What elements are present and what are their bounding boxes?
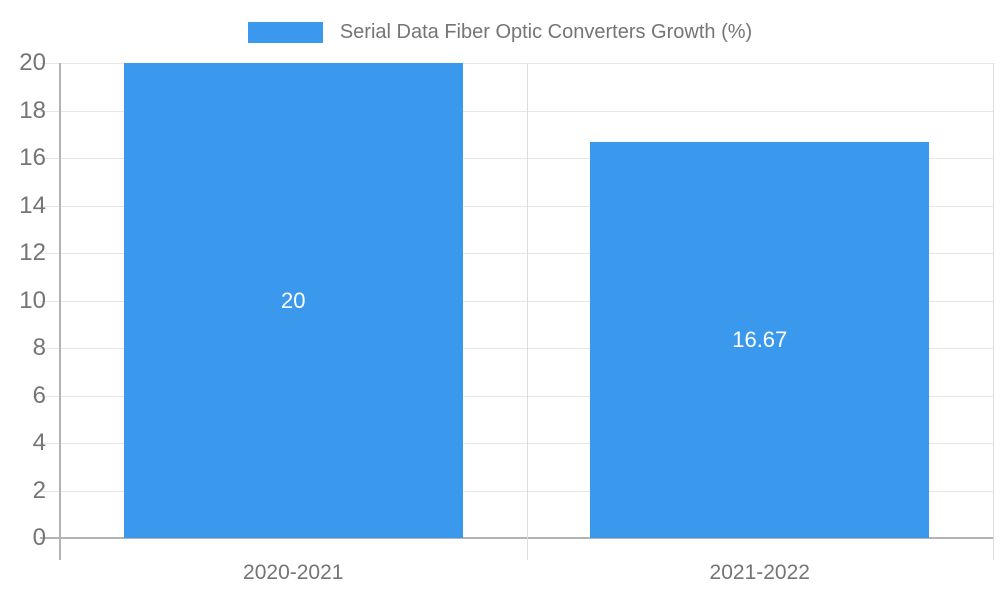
gridline [40, 205, 993, 207]
legend: Serial Data Fiber Optic Converters Growt… [0, 21, 1000, 44]
legend-item[interactable]: Serial Data Fiber Optic Converters Growt… [247, 21, 753, 44]
y-tick-label: 4 [32, 429, 46, 456]
gridline [40, 395, 993, 397]
y-tick-label: 16 [19, 144, 46, 171]
legend-label: Serial Data Fiber Optic Converters Growt… [339, 21, 753, 43]
gridline [40, 443, 993, 444]
bar-value-label: 20 [281, 287, 306, 313]
gridline [40, 63, 993, 64]
y-tick-label: 8 [32, 334, 46, 361]
y-tick-label: 2 [32, 476, 46, 504]
y-tick-label: 10 [19, 286, 46, 314]
x-tick-label: 2020-2021 [243, 561, 344, 584]
gridline [40, 158, 993, 159]
x-tick-label: 2021-2022 [709, 561, 810, 584]
y-axis-line [59, 63, 61, 560]
gridline [40, 110, 993, 112]
y-tick-label: 6 [32, 381, 46, 409]
bar[interactable]: 16.67 [590, 142, 930, 538]
gridline [40, 490, 993, 492]
y-tick-label: 0 [32, 524, 46, 551]
legend-swatch [247, 22, 323, 43]
gridline [40, 348, 993, 349]
bar-value-label: 16.67 [732, 327, 788, 353]
x-axis-line [40, 537, 993, 539]
gridline [40, 253, 993, 254]
plot-right-edge-line [993, 63, 994, 560]
bar[interactable]: 20 [123, 63, 463, 538]
y-tick-label: 14 [19, 191, 46, 219]
y-tick-label: 18 [19, 96, 46, 124]
y-tick-label: 12 [19, 239, 46, 266]
category-divider-line [526, 63, 528, 560]
y-tick-label: 20 [19, 49, 46, 76]
gridline [40, 300, 993, 302]
